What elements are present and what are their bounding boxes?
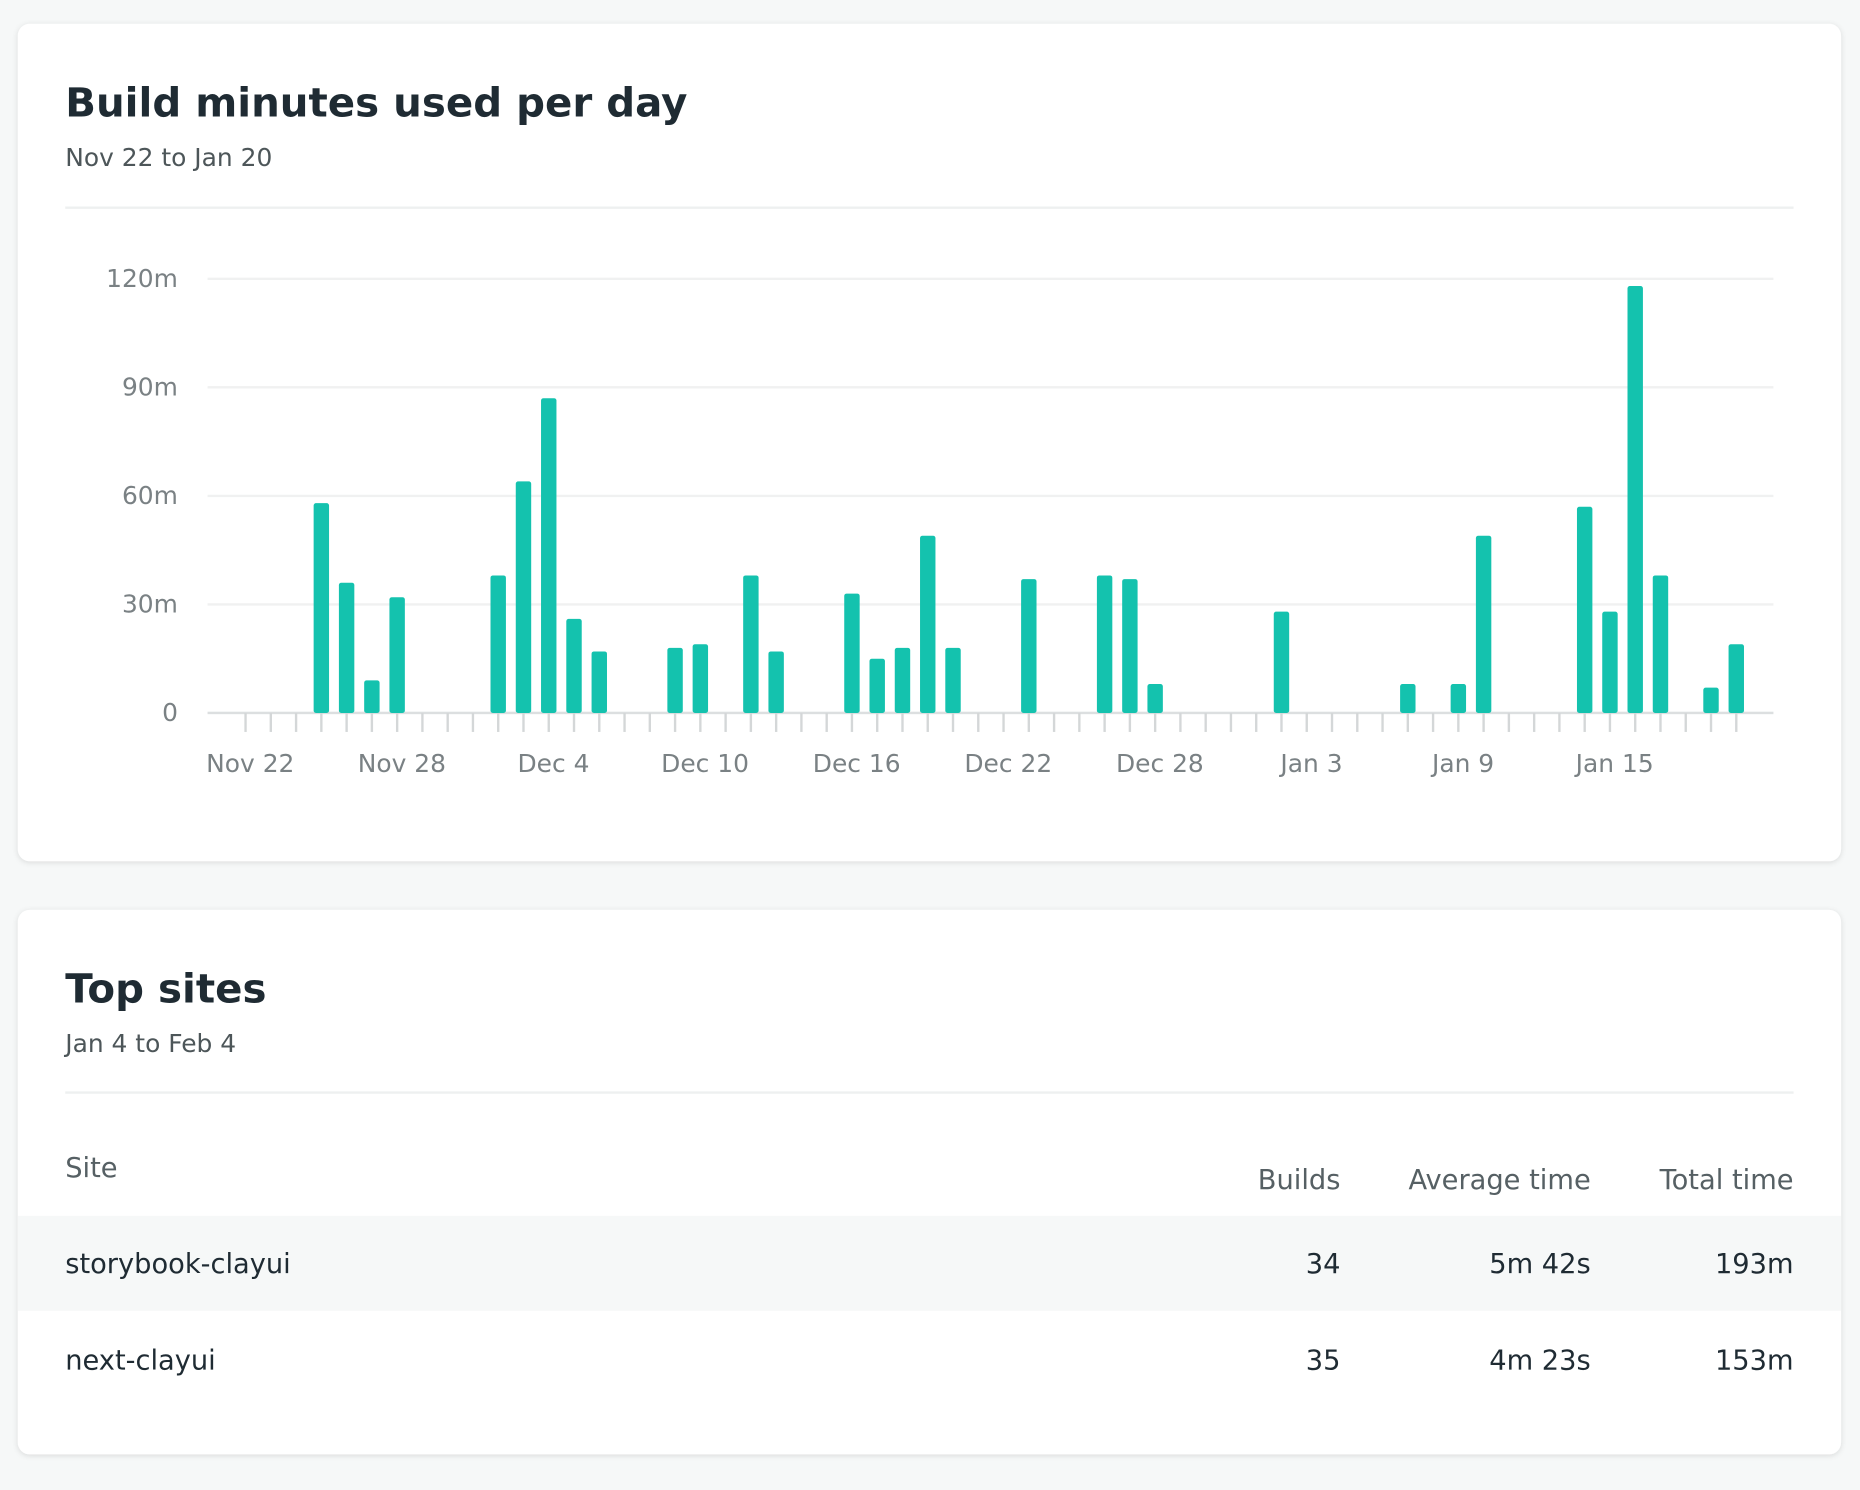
bar (1450, 684, 1467, 713)
bar (1652, 575, 1669, 713)
bar (541, 398, 557, 713)
x-tick-label: Nov 22 (206, 749, 294, 778)
chart: 0 30m 60m 90m 120m Nov 22 Nov 28 Dec 4 Dec 10 Dec… (106, 264, 1774, 778)
x-tick-label: Dec 10 (661, 749, 749, 778)
bar (894, 647, 911, 713)
bar (743, 575, 759, 713)
table-card (17, 909, 1842, 1455)
bar (1096, 575, 1113, 713)
bar (1273, 611, 1290, 713)
table-cell: storybook-clayui (65, 1249, 291, 1280)
x-tick-label: Dec 22 (964, 749, 1052, 778)
bar (591, 651, 607, 713)
table-cell: 193m (1715, 1249, 1794, 1280)
y-tick-label: 0 (162, 698, 178, 727)
bar (389, 597, 405, 713)
bar (869, 658, 885, 713)
column-header: Total time (1659, 1165, 1794, 1196)
bar (920, 535, 936, 713)
bar (1728, 644, 1744, 713)
x-tick-label: Dec 4 (518, 749, 590, 778)
x-tick-label: Jan 9 (1430, 749, 1494, 778)
bar (1021, 579, 1037, 713)
bar (490, 575, 506, 713)
table-cell: 5m 42s (1489, 1249, 1590, 1280)
x-tick-label: Dec 28 (1116, 749, 1204, 778)
bar (1602, 611, 1618, 713)
table-title: Top sites (65, 966, 266, 1013)
x-tick-label: Jan 15 (1574, 749, 1654, 778)
chart-title: Build minutes used per day (65, 80, 687, 127)
bar (1703, 687, 1719, 713)
table-cell: 153m (1715, 1345, 1794, 1376)
bar (313, 503, 330, 713)
x-tick-label: Dec 16 (813, 749, 901, 778)
bar (566, 618, 582, 713)
chart-card (17, 23, 1842, 862)
bar (1400, 684, 1416, 713)
bar (1122, 579, 1138, 713)
y-tick-label: 90m (122, 373, 178, 402)
bar (1576, 506, 1593, 713)
bar (844, 593, 860, 713)
bar (768, 651, 784, 713)
table-cell: 35 (1306, 1345, 1341, 1376)
column-header: Site (65, 1153, 117, 1184)
y-tick-label: 30m (122, 590, 178, 619)
bar (515, 481, 532, 713)
table-cell: next-clayui (65, 1345, 216, 1376)
x-tick-label: Jan 3 (1278, 749, 1342, 778)
column-header: Average time (1408, 1165, 1590, 1196)
table-subtitle: Jan 4 to Feb 4 (63, 1029, 236, 1058)
chart-subtitle: Nov 22 to Jan 20 (65, 143, 272, 172)
y-tick-label: 120m (106, 264, 178, 293)
bar (1627, 286, 1643, 713)
table: Site Builds Average time Total time storyboo… (65, 1153, 1793, 1376)
bar (338, 582, 355, 713)
x-tick-label: Nov 28 (358, 749, 446, 778)
bar (364, 680, 380, 713)
bar (1475, 535, 1492, 713)
column-header: Builds (1258, 1165, 1341, 1196)
y-tick-label: 60m (122, 481, 178, 510)
bar (692, 644, 709, 713)
table-cell: 4m 23s (1489, 1345, 1590, 1376)
row-highlight (17, 1215, 1842, 1311)
table-cell: 34 (1306, 1249, 1341, 1280)
bar (945, 647, 961, 713)
bar (1147, 684, 1163, 713)
bar (667, 647, 683, 713)
